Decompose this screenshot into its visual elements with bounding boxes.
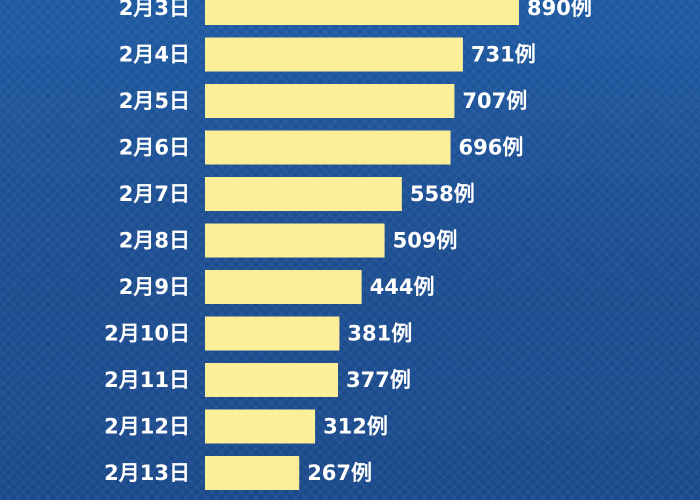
- category-label: 2月6日: [119, 136, 190, 160]
- bar: [205, 84, 455, 118]
- category-label: 2月4日: [119, 43, 190, 67]
- value-label: 731例: [471, 43, 536, 67]
- bar: [205, 270, 362, 304]
- category-label: 2月12日: [104, 415, 190, 439]
- value-label: 267例: [307, 461, 372, 485]
- bar: [205, 409, 316, 444]
- bar: [205, 363, 339, 397]
- bar: [205, 316, 340, 351]
- bar: [205, 130, 451, 165]
- value-label: 444例: [370, 275, 435, 299]
- category-label: 2月11日: [104, 368, 190, 392]
- category-label: 2月10日: [104, 322, 190, 346]
- category-label: 2月7日: [119, 182, 190, 206]
- value-label: 312例: [323, 415, 388, 439]
- value-label: 377例: [346, 368, 411, 392]
- category-label: 2月5日: [119, 89, 190, 113]
- bar: [205, 0, 519, 25]
- category-label: 2月9日: [119, 275, 190, 299]
- bar: [205, 223, 385, 258]
- value-label: 558例: [410, 182, 475, 206]
- category-label: 2月3日: [119, 0, 190, 20]
- value-label: 890例: [527, 0, 592, 20]
- value-label: 707例: [462, 89, 527, 113]
- value-label: 696例: [459, 136, 524, 160]
- category-label: 2月13日: [104, 461, 190, 485]
- category-label: 2月8日: [119, 229, 190, 253]
- value-label: 509例: [393, 229, 458, 253]
- value-label: 381例: [347, 322, 412, 346]
- bar: [205, 37, 463, 72]
- bar: [205, 177, 402, 211]
- bar: [205, 456, 300, 490]
